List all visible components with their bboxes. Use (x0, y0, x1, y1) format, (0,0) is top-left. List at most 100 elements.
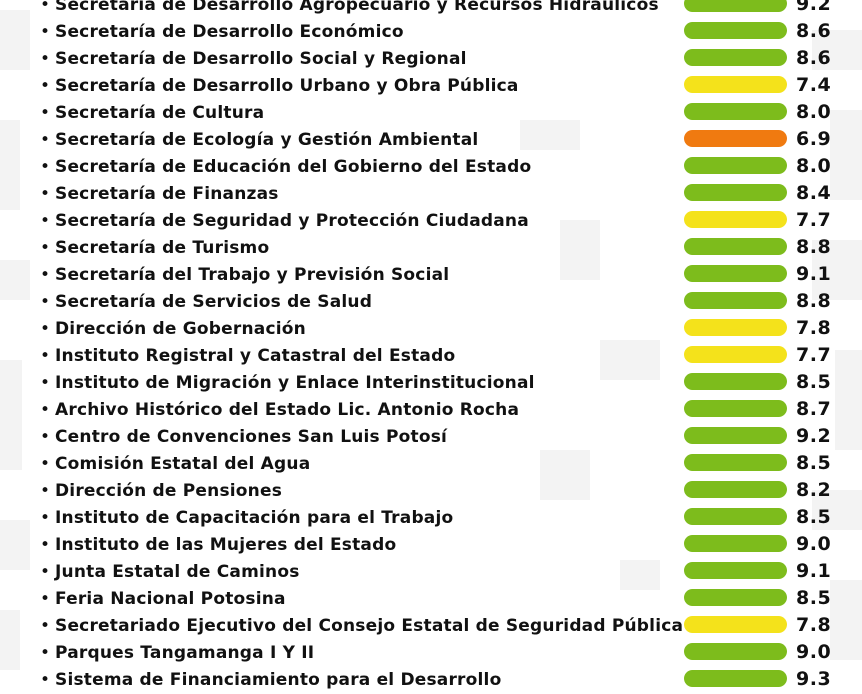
bullet-icon: • (40, 130, 51, 150)
bullet-icon: • (40, 22, 51, 42)
list-item: • Secretaría de Finanzas 8.4 (0, 181, 862, 208)
score-value: 9.1 (796, 560, 832, 582)
bullet-icon: • (40, 643, 51, 663)
score-bar (684, 535, 787, 552)
agency-label: Centro de Convenciones San Luis Potosí (55, 427, 448, 447)
score-value: 8.7 (796, 398, 832, 420)
score-bar (684, 481, 787, 498)
bullet-icon: • (40, 319, 51, 339)
score-bar (684, 130, 787, 147)
score-value: 7.8 (796, 614, 832, 636)
list-item: • Secretaría de Desarrollo Social y Regio… (0, 46, 862, 73)
list-item: • Secretaría de Servicios de Salud 8.8 (0, 289, 862, 316)
list-item: • Secretaría de Seguridad y Protección Ci… (0, 208, 862, 235)
score-value: 8.8 (796, 290, 832, 312)
score-bar (684, 400, 787, 417)
list-item: • Secretaría de Desarrollo Agropecuario y… (0, 0, 862, 19)
bullet-icon: • (40, 76, 51, 96)
bullet-icon: • (40, 184, 51, 204)
agency-label: Secretaría de Educación del Gobierno del… (55, 157, 532, 177)
agency-label: Secretaría de Desarrollo Urbano y Obra P… (55, 76, 519, 96)
agency-label: Secretaría de Desarrollo Social y Region… (55, 49, 467, 69)
score-bar (684, 157, 787, 174)
bullet-icon: • (40, 427, 51, 447)
score-bar (684, 22, 787, 39)
score-bar (684, 670, 787, 687)
list-item: • Centro de Convenciones San Luis Potosí 9… (0, 424, 862, 451)
score-bar (684, 373, 787, 390)
agency-label: Archivo Histórico del Estado Lic. Antoni… (55, 400, 520, 420)
list-item: • Comisión Estatal del Agua 8.5 (0, 451, 862, 478)
score-value: 8.2 (796, 479, 832, 501)
score-value: 7.4 (796, 74, 832, 96)
score-value: 8.5 (796, 587, 832, 609)
agency-label: Secretaría de Finanzas (55, 184, 279, 204)
score-bar (684, 319, 787, 336)
score-value: 9.3 (796, 668, 832, 690)
agency-label: Secretariado Ejecutivo del Consejo Estat… (55, 616, 684, 636)
list-item: • Sistema de Financiamiento para el Desar… (0, 667, 862, 694)
list-item: • Instituto de las Mujeres del Estado 9.0 (0, 532, 862, 559)
score-bar (684, 49, 787, 66)
score-value: 9.1 (796, 263, 832, 285)
agency-label: Secretaría de Seguridad y Protección Ciu… (55, 211, 529, 231)
bullet-icon: • (40, 400, 51, 420)
score-bar (684, 0, 787, 12)
agency-label: Secretaría del Trabajo y Previsión Socia… (55, 265, 450, 285)
score-bar (684, 211, 787, 228)
agency-label: Feria Nacional Potosina (55, 589, 286, 609)
score-value: 9.0 (796, 641, 832, 663)
list-item: • Secretaría del Trabajo y Previsión Soci… (0, 262, 862, 289)
score-bar (684, 265, 787, 282)
list-item: • Dirección de Gobernación 7.8 (0, 316, 862, 343)
score-value: 9.2 (796, 0, 832, 15)
bullet-icon: • (40, 589, 51, 609)
list-item: • Instituto Registral y Catastral del Est… (0, 343, 862, 370)
list-item: • Instituto de Capacitación para el Traba… (0, 505, 862, 532)
agency-label: Dirección de Gobernación (55, 319, 306, 339)
agency-label: Secretaría de Servicios de Salud (55, 292, 373, 312)
score-value: 8.6 (796, 47, 832, 69)
agency-label: Instituto de las Mujeres del Estado (55, 535, 397, 555)
bullet-icon: • (40, 670, 51, 690)
bullet-icon: • (40, 373, 51, 393)
score-value: 8.6 (796, 20, 832, 42)
score-value: 7.8 (796, 317, 832, 339)
agency-label: Secretaría de Turismo (55, 238, 270, 258)
score-value: 8.5 (796, 452, 832, 474)
list-item: • Secretaría de Desarrollo Económico 8.6 (0, 19, 862, 46)
list-item: • Secretaría de Cultura 8.0 (0, 100, 862, 127)
agency-label: Junta Estatal de Caminos (55, 562, 300, 582)
list-item: • Archivo Histórico del Estado Lic. Anton… (0, 397, 862, 424)
bullet-icon: • (40, 103, 51, 123)
bullet-icon: • (40, 49, 51, 69)
bullet-icon: • (40, 0, 51, 15)
score-bar (684, 508, 787, 525)
score-value: 8.0 (796, 155, 832, 177)
bullet-icon: • (40, 346, 51, 366)
score-bar (684, 454, 787, 471)
score-value: 8.5 (796, 506, 832, 528)
agency-label: Comisión Estatal del Agua (55, 454, 311, 474)
list-item: • Junta Estatal de Caminos 9.1 (0, 559, 862, 586)
score-value: 8.5 (796, 371, 832, 393)
list-item: • Parques Tangamanga I Y II 9.0 (0, 640, 862, 667)
score-value: 8.0 (796, 101, 832, 123)
score-bar (684, 103, 787, 120)
background-pattern (0, 10, 862, 670)
agency-label: Instituto Registral y Catastral del Esta… (55, 346, 456, 366)
bullet-icon: • (40, 238, 51, 258)
list-item: • Instituto de Migración y Enlace Interin… (0, 370, 862, 397)
agency-label: Dirección de Pensiones (55, 481, 283, 501)
bullet-icon: • (40, 562, 51, 582)
list-item: • Secretaría de Turismo 8.8 (0, 235, 862, 262)
list-item: • Secretaría de Desarrollo Urbano y Obra … (0, 73, 862, 100)
bullet-icon: • (40, 616, 51, 636)
score-bar (684, 76, 787, 93)
score-bar (684, 184, 787, 201)
score-bar (684, 427, 787, 444)
bullet-icon: • (40, 535, 51, 555)
bullet-icon: • (40, 157, 51, 177)
agency-label: Secretaría de Cultura (55, 103, 265, 123)
score-bar (684, 292, 787, 309)
